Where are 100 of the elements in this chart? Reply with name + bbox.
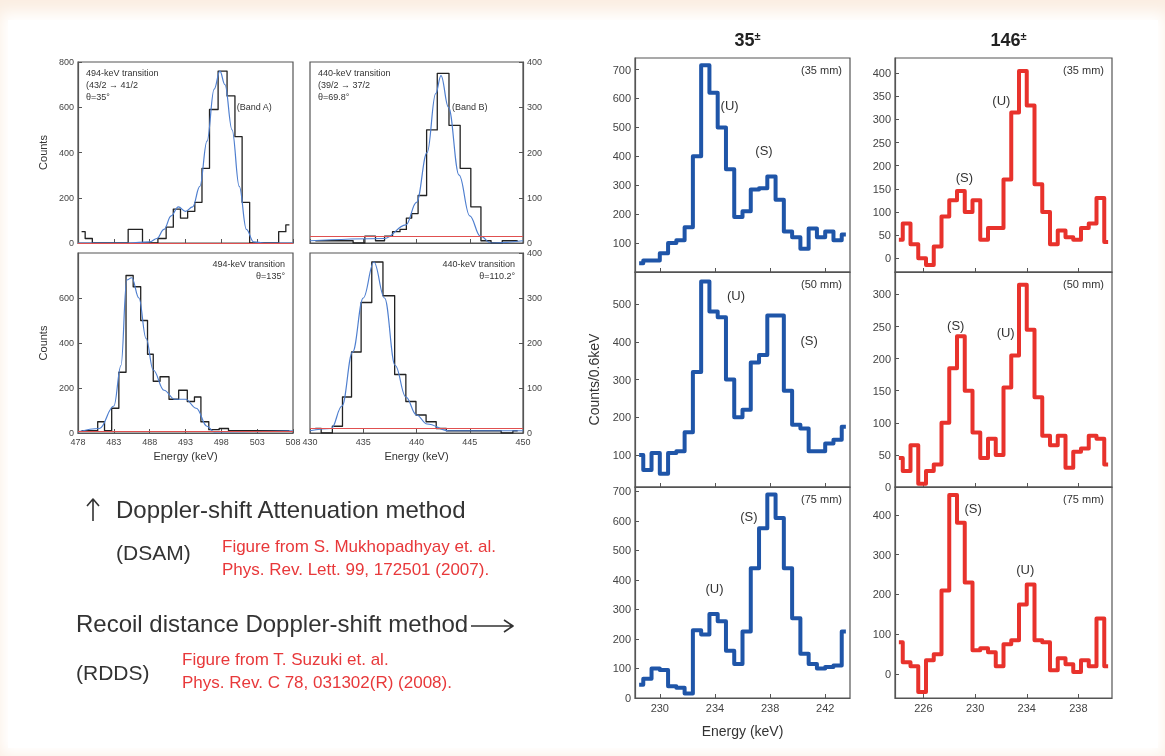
x-tick-label: 508 [285,436,301,447]
y-tick-label: 500 [612,544,631,557]
x-tick-label: 483 [106,436,122,447]
annotation: 440-keV transition [442,258,515,269]
annotation: (S) [755,142,773,158]
y-tick-label: 50 [878,448,891,461]
y-tick-label: 0 [527,428,533,438]
annotation: 494-keV transition [86,67,159,78]
text: Doppler-shift Attenuation method [116,496,466,523]
y-tick-label: 400 [527,57,543,67]
annotation: (S) [964,500,982,516]
y-tick-label: 200 [527,147,543,158]
annotation: θ=35° [86,91,111,102]
y-tick-label: 300 [612,179,631,192]
y-tick-label: 700 [612,485,631,498]
y-tick-label: 400 [527,248,543,258]
x-tick-label: 234 [705,701,725,714]
y-tick-label: 400 [612,335,631,348]
y-tick-label: 200 [612,632,631,645]
y-tick-label: 200 [872,159,891,172]
annotation: (75 mm) [1063,492,1104,505]
y-tick-label: 250 [872,320,891,333]
y-tick-label: 200 [872,588,891,601]
x-tick-label: 230 [965,701,985,714]
annotation: θ=135° [256,270,286,281]
y-tick-label: 200 [58,383,74,393]
y-axis-title: Counts [36,325,49,361]
y-tick-label: 400 [58,147,74,158]
annotation: (U) [996,324,1015,340]
annotation: 494-keV transition [212,258,285,269]
annotation: 440-keV transition [318,67,391,78]
y-tick-label: 700 [612,63,631,76]
annotation: (U) [727,288,746,304]
x-tick-label: 435 [355,436,371,447]
y-tick-label: 600 [58,293,74,303]
x-tick-label: 450 [515,436,531,447]
y-tick-label: 0 [884,481,891,493]
y-tick-label: 300 [527,102,543,113]
y-tick-label: 150 [872,384,891,397]
annotation: (50 mm) [801,277,842,290]
x-tick-label: 238 [1069,701,1088,714]
y-tick-label: 600 [58,102,74,113]
y-tick-label: 500 [612,121,631,134]
y-tick-label: 0 [624,692,631,704]
y-tick-label: 800 [58,57,74,67]
text: (RDDS) [76,661,150,684]
y-tick-label: 250 [872,136,891,149]
annotation: (U) [705,580,724,596]
x-tick-label: 440 [408,436,425,447]
y-tick-label: 100 [612,662,631,675]
y-tick-label: 600 [612,514,631,527]
y-tick-label: 0 [68,428,74,438]
annotation: (U) [720,97,739,113]
x-tick-label: 234 [1017,701,1036,714]
annotation: (75 mm) [801,492,842,505]
y-tick-label: 0 [884,252,891,265]
text: Recoil distance Doppler-shift method [76,610,469,637]
y-tick-label: 0 [884,668,891,681]
y-tick-label: 300 [527,293,543,303]
x-tick-label: 478 [70,436,86,447]
text: Figure from T. Suzuki et. al. [182,650,389,669]
y-tick-label: 200 [58,192,74,203]
x-tick-label: 226 [914,701,933,714]
y-tick-label: 500 [612,298,631,311]
y-tick-label: 400 [612,573,631,586]
text: (DSAM) [116,541,191,564]
annotation: (S) [800,333,818,349]
x-axis-title: Energy (keV) [153,450,218,463]
y-tick-label: 0 [527,238,533,248]
x-tick-label: 498 [213,436,229,447]
annotation: (S) [740,509,758,525]
y-tick-label: 300 [872,113,891,126]
x-axis-title: Energy (keV) [701,723,784,739]
y-tick-label: 350 [872,90,891,103]
y-tick-label: 0 [68,238,74,248]
y-tick-label: 400 [612,150,631,163]
y-tick-label: 400 [58,338,74,348]
x-tick-label: 230 [650,701,669,714]
annotation: (35 mm) [1063,63,1104,76]
y-tick-label: 200 [527,338,543,348]
text: Figure from S. Mukhopadhyay et. al. [222,537,497,556]
y-tick-label: 200 [872,352,891,365]
chart-title: 35± [734,29,761,50]
y-axis-title: Counts/0.6keV [586,332,602,426]
y-tick-label: 300 [612,373,631,386]
x-tick-label: 488 [142,436,158,447]
x-tick-label: 493 [177,436,194,447]
y-tick-label: 300 [872,548,891,561]
x-tick-label: 503 [249,436,265,447]
annotation: θ=110.2° [479,270,516,281]
y-tick-label: 100 [872,416,891,429]
y-tick-label: 100 [527,192,543,203]
y-tick-label: 200 [612,208,631,221]
x-tick-label: 238 [760,701,780,714]
y-tick-label: 200 [612,411,631,424]
y-tick-label: 300 [612,603,631,616]
y-tick-label: 100 [872,205,891,218]
y-tick-label: 100 [527,383,543,393]
annotation: (U) [992,93,1011,109]
chart-title: 146± [990,29,1027,50]
